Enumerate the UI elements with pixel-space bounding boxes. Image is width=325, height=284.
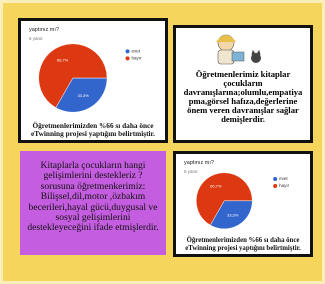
legend-label: evet	[279, 176, 288, 181]
quote-text: Öğretmenlerimiz kitaplar çocukların davr…	[182, 70, 304, 124]
legend-swatch	[273, 177, 277, 181]
illustration	[176, 28, 310, 68]
legend-swatch	[126, 56, 130, 60]
page: yaptınız mı? 6 yanıt 33,3% evet 66,7% hayır Ö…	[0, 0, 325, 284]
pie-chart: yaptınız mı? 6 yanıt 33,3% evet 66,7% hayır	[21, 21, 165, 116]
slice-label: 33,3%	[77, 93, 89, 98]
chart-title: yaptınız mı?	[184, 160, 214, 166]
slice-label: 66,7%	[210, 183, 222, 188]
quote-card: Öğretmenlerimiz kitaplar çocukların davr…	[176, 28, 310, 140]
legend-swatch	[273, 184, 277, 188]
legend-label: hayır	[132, 56, 143, 61]
caption: Öğretmenlerimizden %66 sı daha önce eTwi…	[178, 237, 308, 252]
chart-subtitle: 6 yanıt	[184, 169, 198, 174]
legend-swatch	[126, 49, 130, 53]
caption: Öğretmenlerimizden %66 sı daha önce eTwi…	[23, 122, 163, 138]
survey-card: yaptınız mı? 6 yanıt 33,3% evet 66,7% hayır Ö…	[176, 154, 310, 254]
slice-label: 33,3%	[227, 212, 239, 217]
survey-panel: yaptınız mı? 6 yanıt 33,3% evet 66,7% hayır Ö…	[173, 151, 313, 257]
text-panel: Kitaplarla çocukların hangi gelişimlerin…	[20, 151, 166, 255]
chart-title: yaptınız mı?	[29, 27, 59, 33]
chart-subtitle: 6 yanıt	[29, 36, 43, 41]
survey-card: yaptınız mı? 6 yanıt 33,3% evet 66,7% hayır Ö…	[21, 21, 165, 140]
legend-label: hayır	[279, 183, 290, 188]
legend-label: evet	[132, 49, 141, 54]
pie-chart: yaptınız mı? 6 yanıt 33,3% evet 66,7% hayır	[176, 154, 310, 232]
survey-panel: yaptınız mı? 6 yanıt 33,3% evet 66,7% hayır Ö…	[18, 18, 168, 143]
quote-panel: Öğretmenlerimiz kitaplar çocukların davr…	[173, 25, 313, 143]
slice-label: 66,7%	[57, 57, 69, 62]
